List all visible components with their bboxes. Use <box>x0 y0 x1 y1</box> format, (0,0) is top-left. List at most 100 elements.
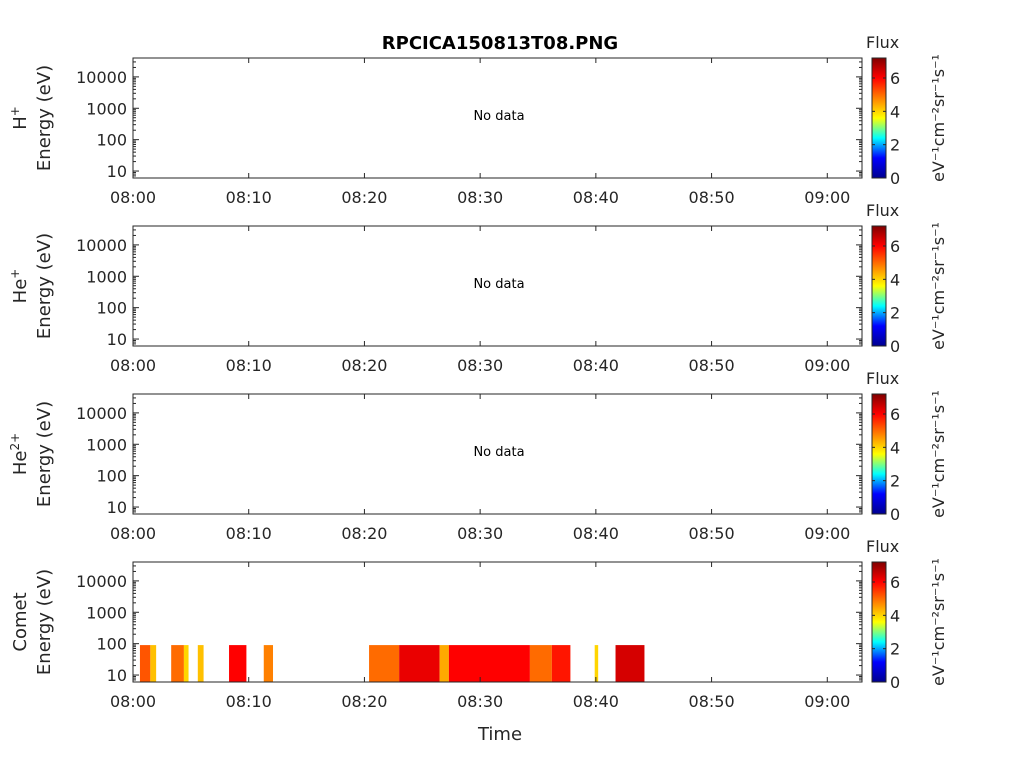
colorbar-tick-label: 4 <box>890 270 900 289</box>
x-tick-label: 08:30 <box>457 692 503 711</box>
x-tick-label: 08:10 <box>226 524 272 543</box>
y-tick-label: 1000 <box>86 99 127 118</box>
plot-area <box>133 226 862 346</box>
y-tick-label: 10 <box>107 498 127 517</box>
flux-block-8 <box>369 645 400 682</box>
flux-block-11 <box>448 645 530 682</box>
colorbar-unit: eV⁻¹cm⁻²sr⁻¹s⁻¹ <box>929 558 948 686</box>
figure-title: RPCICA150813T08.PNG <box>382 33 618 54</box>
flux-block-4 <box>183 645 189 682</box>
x-tick-label: 09:00 <box>804 356 850 375</box>
species-charge: + <box>8 106 22 116</box>
x-tick-label: 09:00 <box>804 524 850 543</box>
y-tick-label: 10000 <box>76 68 127 87</box>
y-tick-label: 10 <box>107 162 127 181</box>
y-tick-label: 10 <box>107 330 127 349</box>
colorbar-tick-label: 2 <box>890 304 900 323</box>
y-tick-label: 10000 <box>76 236 127 255</box>
panel-1: 08:00 08:10 08:20 08:30 08:40 08:50 09:00 10 100… <box>8 33 948 207</box>
y-axis-title: Energy (eV) <box>34 233 55 339</box>
x-tick-label: 08:30 <box>457 188 503 207</box>
no-data-label: No data <box>473 445 524 460</box>
x-tick-label: 08:40 <box>573 524 619 543</box>
colorbar-tick-label: 0 <box>890 337 900 356</box>
x-tick-label: 08:20 <box>341 524 387 543</box>
colorbar-title: Flux <box>866 201 899 220</box>
flux-block-13 <box>551 645 571 682</box>
flux-block-5 <box>197 645 204 682</box>
x-tick-label: 08:20 <box>341 692 387 711</box>
species-name: He <box>10 451 31 476</box>
x-tick-label: 08:40 <box>573 188 619 207</box>
species-label: Comet <box>10 592 31 651</box>
species-name: Comet <box>10 592 31 651</box>
colorbar-gradient <box>871 225 887 347</box>
x-tick-label: 08:40 <box>573 356 619 375</box>
panel-2: 08:00 08:10 08:20 08:30 08:40 08:50 09:00 10 100… <box>8 201 948 375</box>
colorbar-tick-label: 4 <box>890 606 900 625</box>
colorbar: 0 2 4 6 Flux eV⁻¹cm⁻²sr⁻¹s⁻¹ <box>866 33 948 188</box>
colorbar: 0 2 4 6 Flux eV⁻¹cm⁻²sr⁻¹s⁻¹ <box>866 537 948 692</box>
species-name: He <box>10 279 31 304</box>
flux-block-14 <box>594 645 599 682</box>
panel-4: 08:00 08:10 08:20 08:30 08:40 08:50 09:00 10 100… <box>10 537 948 711</box>
x-tick-label: 09:00 <box>804 692 850 711</box>
flux-block-10 <box>439 645 449 682</box>
no-data-label: No data <box>473 277 524 292</box>
colorbar-title: Flux <box>866 369 899 388</box>
x-tick-label: 08:20 <box>341 188 387 207</box>
panel-3: 08:00 08:10 08:20 08:30 08:40 08:50 09:00 10 100… <box>8 369 948 543</box>
flux-block-1 <box>139 645 151 682</box>
x-tick-label: 08:30 <box>457 356 503 375</box>
colorbar-tick-label: 0 <box>890 673 900 692</box>
x-tick-label: 08:10 <box>226 188 272 207</box>
colorbar-tick-label: 2 <box>890 640 900 659</box>
species-label: He+ <box>8 269 31 304</box>
colorbar-tick-label: 2 <box>890 472 900 491</box>
y-axis-title: Energy (eV) <box>34 65 55 171</box>
x-tick-label: 08:30 <box>457 524 503 543</box>
colorbar-tick-label: 0 <box>890 169 900 188</box>
x-tick-label: 08:00 <box>110 356 156 375</box>
colorbar-tick-label: 2 <box>890 136 900 155</box>
colorbar-tick-label: 6 <box>890 69 900 88</box>
y-tick-label: 100 <box>96 635 127 654</box>
colorbar-gradient <box>871 57 887 179</box>
flux-block-6 <box>229 645 247 682</box>
colorbar: 0 2 4 6 Flux eV⁻¹cm⁻²sr⁻¹s⁻¹ <box>866 369 948 524</box>
x-tick-label: 08:50 <box>689 356 735 375</box>
x-tick-label: 08:00 <box>110 524 156 543</box>
colorbar-title: Flux <box>866 33 899 52</box>
x-tick-label: 08:50 <box>689 188 735 207</box>
species-charge: 2+ <box>8 433 22 451</box>
x-axis-title: Time <box>477 724 522 745</box>
flux-block-3 <box>171 645 184 682</box>
x-tick-label: 08:10 <box>226 692 272 711</box>
y-tick-label: 100 <box>96 299 127 318</box>
colorbar-gradient <box>871 393 887 515</box>
y-axis-title: Energy (eV) <box>34 569 55 675</box>
y-tick-label: 100 <box>96 467 127 486</box>
y-tick-label: 100 <box>96 131 127 150</box>
y-tick-label: 10000 <box>76 572 127 591</box>
x-tick-label: 08:20 <box>341 356 387 375</box>
x-tick-label: 08:10 <box>226 356 272 375</box>
species-name: H <box>10 116 31 130</box>
colorbar-tick-label: 4 <box>890 102 900 121</box>
flux-block-7 <box>263 645 274 682</box>
y-tick-label: 1000 <box>86 603 127 622</box>
no-data-label: No data <box>473 109 524 124</box>
x-tick-label: 08:00 <box>110 188 156 207</box>
x-tick-label: 08:00 <box>110 692 156 711</box>
y-tick-label: 10000 <box>76 404 127 423</box>
colorbar-tick-label: 0 <box>890 505 900 524</box>
species-label: He2+ <box>8 433 31 475</box>
colorbar-tick-label: 4 <box>890 438 900 457</box>
colorbar-unit: eV⁻¹cm⁻²sr⁻¹s⁻¹ <box>929 222 948 350</box>
flux-block-12 <box>529 645 552 682</box>
y-tick-label: 10 <box>107 666 127 685</box>
colorbar-tick-label: 6 <box>890 573 900 592</box>
colorbar-unit: eV⁻¹cm⁻²sr⁻¹s⁻¹ <box>929 390 948 518</box>
